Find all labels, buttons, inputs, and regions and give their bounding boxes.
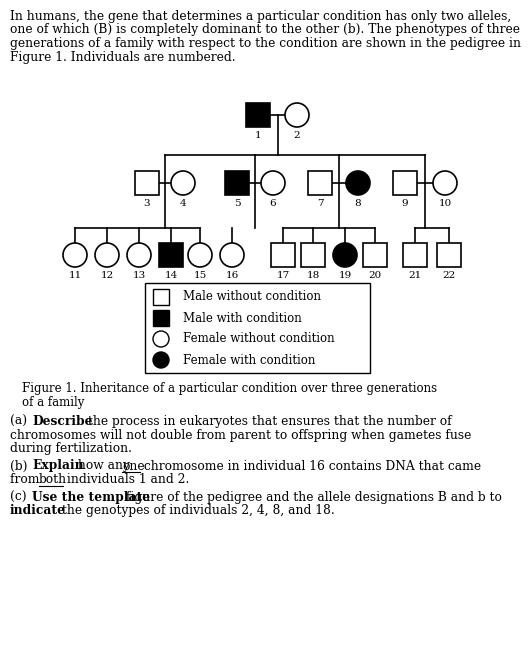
Text: the genotypes of individuals 2, 4, 8, and 18.: the genotypes of individuals 2, 4, 8, an… [58,504,335,517]
Bar [159,243,183,267]
Text: In humans, the gene that determines a particular condition has only two alleles,: In humans, the gene that determines a pa… [10,10,511,23]
Text: 11: 11 [68,271,82,280]
Text: 2: 2 [294,131,300,140]
Text: 12: 12 [100,271,114,280]
Text: Male without condition: Male without condition [183,291,321,304]
Bar [153,289,169,305]
Text: 1: 1 [254,131,261,140]
Text: Figure 1. Inheritance of a particular condition over three generations: Figure 1. Inheritance of a particular co… [22,382,437,395]
Circle shape [153,352,169,368]
Circle shape [261,171,285,195]
Bar [145,283,370,373]
Text: 6: 6 [270,199,276,208]
Text: 22: 22 [442,271,456,280]
Bar [246,103,270,127]
Text: Male with condition: Male with condition [183,311,301,324]
Text: Describe: Describe [32,415,92,428]
Text: 19: 19 [338,271,352,280]
Text: indicate: indicate [10,504,66,517]
Text: figure of the pedigree and the allele designations B and b to: figure of the pedigree and the allele de… [122,491,502,504]
Text: individuals 1 and 2.: individuals 1 and 2. [63,473,190,486]
Text: 21: 21 [408,271,422,280]
Bar [437,243,461,267]
Text: how any: how any [74,460,134,473]
Bar [301,243,325,267]
Circle shape [346,171,370,195]
Text: 20: 20 [369,271,382,280]
Text: from: from [10,473,43,486]
Text: 7: 7 [317,199,323,208]
Circle shape [171,171,195,195]
Text: 14: 14 [164,271,177,280]
Text: Use the template: Use the template [32,491,150,504]
Circle shape [127,243,151,267]
Circle shape [95,243,119,267]
Text: 10: 10 [438,199,451,208]
Bar [271,243,295,267]
Text: chromosomes will not double from parent to offspring when gametes fuse: chromosomes will not double from parent … [10,428,472,441]
Circle shape [333,243,357,267]
Text: during fertilization.: during fertilization. [10,442,132,455]
Bar [393,171,417,195]
Text: of a family: of a family [22,396,84,409]
Bar [225,171,249,195]
Text: both: both [39,473,67,486]
Text: 5: 5 [234,199,240,208]
Circle shape [285,103,309,127]
Text: Explain: Explain [32,460,83,473]
Text: (c): (c) [10,491,31,504]
Text: 18: 18 [306,271,319,280]
Bar [153,310,169,326]
Bar [308,171,332,195]
Bar [363,243,387,267]
Text: 3: 3 [144,199,150,208]
Text: 17: 17 [276,271,290,280]
Text: (b): (b) [10,460,31,473]
Text: Female with condition: Female with condition [183,354,315,367]
Circle shape [220,243,244,267]
Text: 15: 15 [193,271,206,280]
Circle shape [63,243,87,267]
Text: 8: 8 [355,199,361,208]
Text: chromosome in individual 16 contains DNA that came: chromosome in individual 16 contains DNA… [140,460,481,473]
Circle shape [188,243,212,267]
Text: one: one [122,460,145,473]
Bar [135,171,159,195]
Text: the process in eukaryotes that ensures that the number of: the process in eukaryotes that ensures t… [84,415,451,428]
Text: generations of a family with respect to the condition are shown in the pedigree : generations of a family with respect to … [10,37,521,50]
Text: one of which (B) is completely dominant to the other (b). The phenotypes of thre: one of which (B) is completely dominant … [10,23,520,36]
Text: Female without condition: Female without condition [183,333,335,346]
Bar [403,243,427,267]
Text: 9: 9 [402,199,408,208]
Text: 4: 4 [180,199,186,208]
Text: (a): (a) [10,415,31,428]
Text: Figure 1. Individuals are numbered.: Figure 1. Individuals are numbered. [10,51,235,64]
Text: 13: 13 [133,271,146,280]
Circle shape [153,331,169,347]
Text: 16: 16 [225,271,239,280]
Circle shape [433,171,457,195]
